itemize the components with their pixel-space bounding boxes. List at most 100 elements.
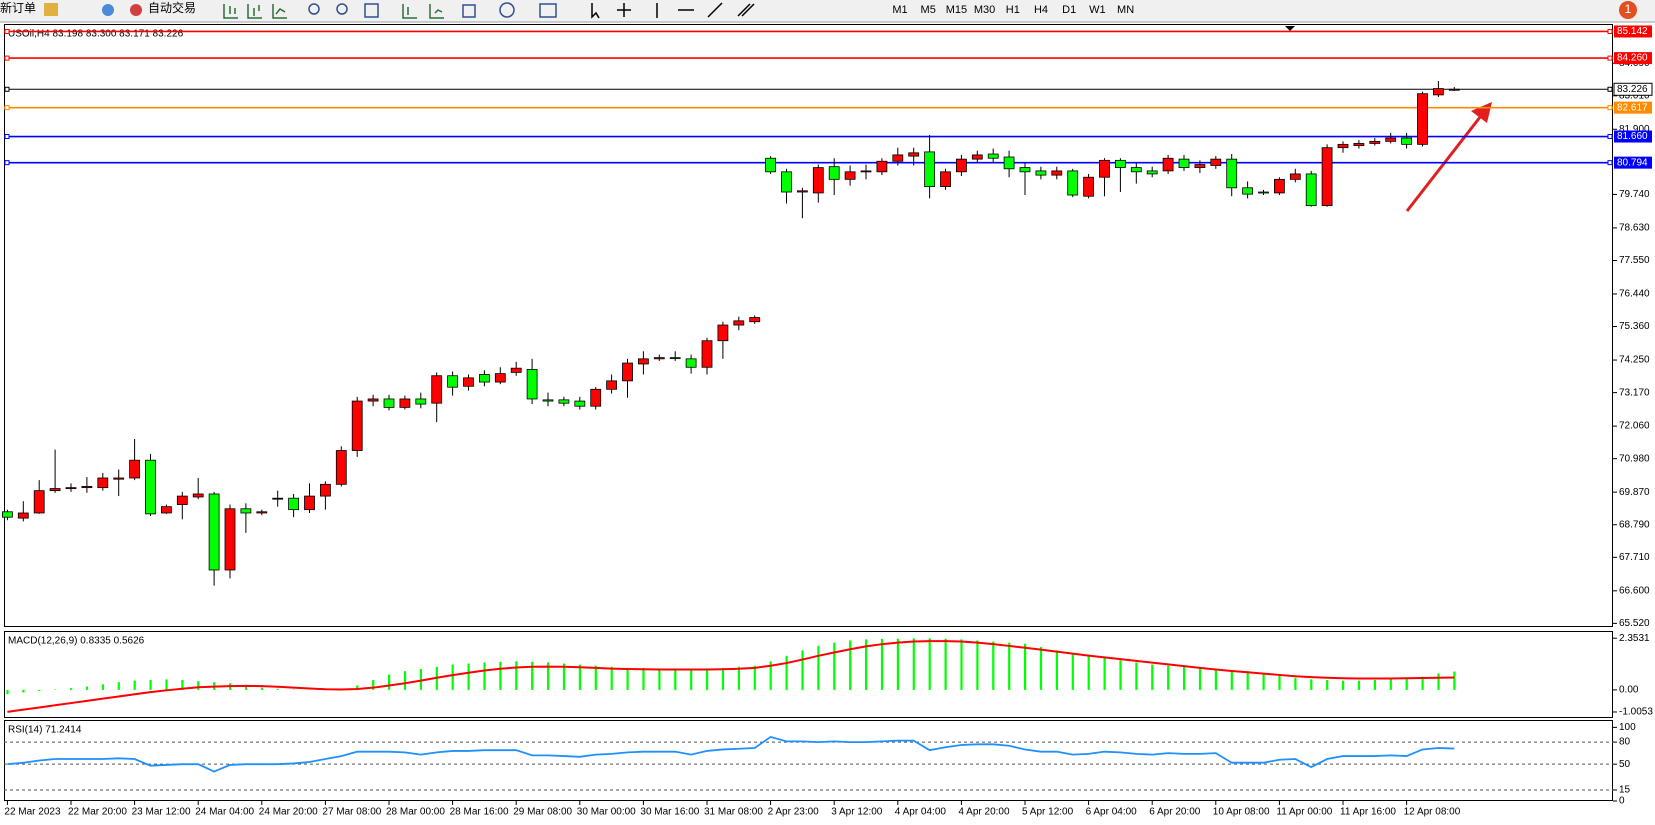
macd-bar: [356, 685, 359, 690]
candle-body: [160, 506, 172, 514]
badge-count[interactable]: 1: [1625, 2, 1632, 16]
icon[interactable]: [130, 4, 142, 16]
candle-body: [335, 450, 347, 485]
candle-body: [1385, 137, 1397, 142]
macd-bar: [117, 682, 120, 690]
level-handle: [4, 55, 10, 61]
x-tick-label: 11 Apr 16:00: [1340, 807, 1396, 818]
icon[interactable]: [364, 3, 379, 18]
macd-bar: [1183, 666, 1186, 690]
candle-body: [1258, 191, 1269, 194]
candle-body: [1035, 170, 1047, 176]
candle-body: [781, 171, 792, 193]
candle-body: [1401, 137, 1412, 145]
candle-body: [399, 398, 411, 408]
panels: [4, 24, 1613, 801]
candle-body: [1289, 173, 1301, 180]
candle-body: [1178, 158, 1190, 168]
icon[interactable]: [617, 3, 631, 17]
icon[interactable]: [102, 4, 114, 16]
candle-body: [558, 399, 570, 404]
icon[interactable]: [591, 3, 600, 19]
macd-bar: [515, 661, 518, 690]
candle-body: [256, 511, 268, 514]
icon[interactable]: [499, 2, 515, 18]
timeframe-button[interactable]: MN: [1117, 4, 1134, 16]
candle-body: [542, 399, 554, 402]
icon[interactable]: [336, 3, 348, 15]
macd-bar: [276, 688, 279, 690]
candle-body: [224, 508, 236, 571]
timeframe-button[interactable]: M5: [921, 4, 936, 16]
candle-body: [431, 375, 443, 404]
macd-bar: [880, 638, 884, 690]
macd-bar: [1230, 670, 1233, 690]
tool-icons: [223, 2, 755, 19]
timeframe-button[interactable]: H4: [1034, 4, 1048, 16]
macd-bar: [388, 674, 391, 690]
macd-bar: [610, 666, 613, 690]
macd-bar: [1055, 650, 1058, 690]
icon[interactable]: [462, 4, 476, 18]
macd-bar: [101, 684, 104, 690]
timeframe-button[interactable]: W1: [1089, 4, 1106, 16]
macd-bar: [451, 664, 454, 690]
candle-body: [526, 368, 538, 400]
candle-body: [860, 170, 872, 173]
candle-body: [81, 486, 93, 489]
toolbar: 新订单 自动交易 1: [0, 0, 1655, 23]
icon[interactable]: [429, 4, 444, 19]
macd-bar: [1135, 662, 1138, 690]
candle-body: [892, 154, 904, 162]
macd-bar: [849, 640, 852, 690]
macd-bar: [1087, 655, 1090, 690]
level-handle: [4, 86, 10, 92]
candle-body: [288, 497, 300, 511]
macd-bar: [70, 688, 73, 690]
rsi-line: [7, 735, 1455, 773]
timeframe-button[interactable]: M15: [946, 4, 967, 16]
candle-body: [1274, 178, 1285, 194]
level-label-bg: [1613, 82, 1653, 96]
icon[interactable]: [707, 2, 723, 18]
icon[interactable]: [737, 3, 755, 17]
candle-body: [797, 190, 808, 193]
y-tick-label: 70.980: [1619, 453, 1650, 464]
icon[interactable]: [272, 4, 287, 19]
candle-body: [510, 367, 522, 373]
macd-bar: [1246, 671, 1249, 690]
macd-bar: [403, 671, 407, 690]
icon[interactable]: [308, 3, 320, 15]
icon[interactable]: [539, 3, 557, 18]
candle-body: [33, 490, 45, 514]
macd-bar: [181, 679, 184, 690]
y-tick-label: 74.250: [1619, 355, 1650, 366]
candle-body: [1067, 170, 1079, 196]
level-handle: [1607, 55, 1613, 61]
timeframe-button[interactable]: M30: [974, 4, 995, 16]
candle-body: [272, 497, 284, 500]
icon[interactable]: [223, 4, 238, 19]
new-order[interactable]: 新订单: [0, 0, 36, 15]
auto-trading[interactable]: 自动交易: [148, 0, 196, 15]
level-handle: [4, 160, 10, 166]
candle-body: [49, 488, 61, 492]
y-tick-label: 67.710: [1619, 552, 1650, 563]
macd-bar: [85, 686, 89, 690]
icon[interactable]: [402, 4, 417, 19]
badge[interactable]: [1619, 1, 1637, 19]
timeframe-button[interactable]: D1: [1062, 4, 1076, 16]
candle-body: [1194, 164, 1206, 168]
timeframe-button[interactable]: M1: [892, 4, 907, 16]
candle-body: [844, 171, 856, 180]
timeframe-button[interactable]: H1: [1006, 4, 1020, 16]
x-tick-label: 27 Mar 08:00: [322, 807, 381, 818]
y-tick-label: 2.3531: [1619, 633, 1650, 644]
macd-bar: [1421, 676, 1424, 690]
icon[interactable]: [247, 4, 262, 19]
x-tick-label: 6 Apr 04:00: [1086, 807, 1138, 818]
x-tick-label: 30 Mar 00:00: [577, 807, 636, 818]
arrow-shaft: [1405, 111, 1486, 212]
icon[interactable]: [44, 3, 58, 16]
x-tick-label: 31 Mar 08:00: [704, 807, 763, 818]
